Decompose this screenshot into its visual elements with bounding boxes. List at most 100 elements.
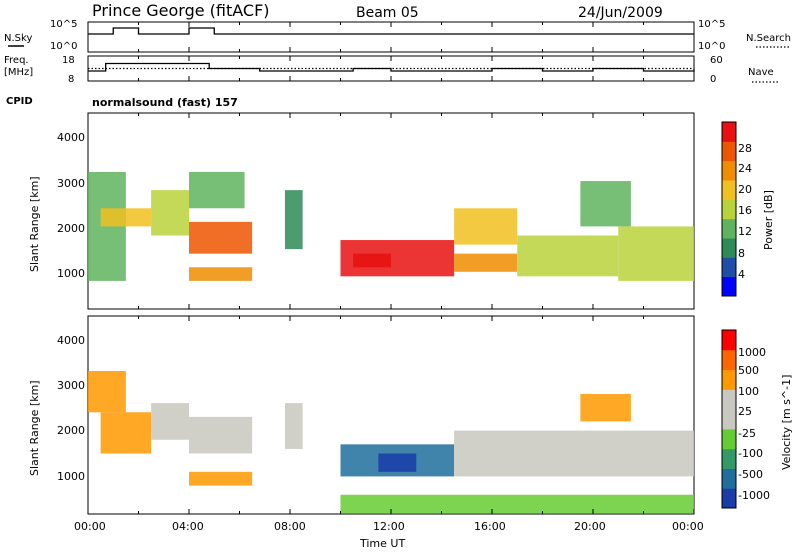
data-region bbox=[353, 253, 391, 268]
data-region bbox=[100, 208, 152, 227]
vel-cbar-tick-neg500: -500 bbox=[738, 468, 763, 481]
data-region bbox=[189, 171, 245, 209]
data-region bbox=[340, 494, 694, 514]
power-ylabel: Slant Range [km] bbox=[28, 176, 41, 272]
power-range-tick-2000: 2000 bbox=[57, 222, 85, 235]
nave-tick-top: 60 bbox=[710, 55, 723, 66]
beam-label: Beam 05 bbox=[356, 5, 419, 21]
colorbar-swatch bbox=[722, 257, 736, 278]
vel-cbar-tick-neg1000: -1000 bbox=[738, 489, 770, 502]
data-region bbox=[100, 412, 152, 454]
colorbar-swatch bbox=[722, 180, 736, 200]
data-region bbox=[88, 371, 126, 413]
power-cbar-tick-8: 8 bbox=[738, 247, 745, 260]
nsearch-label: N.Search bbox=[746, 33, 791, 44]
station-title: Prince George (fitACF) bbox=[92, 1, 270, 20]
colorbar-swatch bbox=[722, 349, 736, 371]
colorbar-swatch bbox=[722, 428, 736, 450]
vel-range-tick-1000: 1000 bbox=[57, 470, 85, 483]
power-range-tick-3000: 3000 bbox=[57, 177, 85, 190]
data-region bbox=[454, 430, 694, 477]
power-cbar-tick-20: 20 bbox=[738, 183, 752, 196]
data-region bbox=[189, 221, 253, 254]
colorbar-swatch bbox=[722, 448, 736, 469]
nave-tick-bottom: 0 bbox=[710, 74, 716, 85]
vel-cbar-tick-100: 100 bbox=[738, 385, 759, 398]
data-region bbox=[151, 190, 189, 236]
time-tick-marks bbox=[87, 22, 695, 514]
colorbar-frame bbox=[721, 121, 737, 297]
nsky-tick-bottom: 10^0 bbox=[50, 41, 77, 52]
colorbar-swatch bbox=[722, 238, 736, 258]
nave-label: Nave bbox=[748, 67, 774, 78]
freq-tick-bottom: 8 bbox=[68, 74, 74, 85]
data-region bbox=[454, 208, 518, 245]
data-region bbox=[189, 416, 253, 454]
time-tick-2000: 20:00 bbox=[574, 520, 606, 533]
freq-label-1: Freq. bbox=[4, 55, 29, 66]
nsky-label: N.Sky bbox=[4, 33, 32, 44]
vel-cbar-tick-500: 500 bbox=[738, 364, 759, 377]
colorbar-swatch bbox=[722, 160, 736, 181]
power-cbar-tick-24: 24 bbox=[738, 162, 752, 175]
colorbar-swatch bbox=[722, 141, 736, 162]
power-colorbar bbox=[721, 121, 737, 297]
colorbar-swatch bbox=[722, 276, 736, 297]
data-region bbox=[580, 393, 631, 422]
power-cbar-tick-16: 16 bbox=[738, 204, 752, 217]
velocity-ylabel: Slant Range [km] bbox=[28, 380, 41, 476]
time-tick-0400: 04:00 bbox=[172, 520, 204, 533]
time-tick-1600: 16:00 bbox=[474, 520, 506, 533]
power-range-tick-4000: 4000 bbox=[57, 131, 85, 144]
vel-range-tick-3000: 3000 bbox=[57, 379, 85, 392]
vel-cbar-tick-25: 25 bbox=[738, 405, 752, 418]
data-region bbox=[284, 190, 303, 250]
colorbar-swatch bbox=[722, 330, 736, 351]
nsearch-tick-bottom: 10^0 bbox=[698, 41, 725, 52]
power-cbar-tick-28: 28 bbox=[738, 142, 752, 155]
colorbar-swatch bbox=[722, 218, 736, 239]
colorbar-swatch bbox=[722, 199, 736, 220]
vel-cbar-tick-1000: 1000 bbox=[738, 346, 766, 359]
data-region bbox=[189, 471, 253, 486]
vel-cbar-tick-neg25: -25 bbox=[738, 427, 756, 440]
velocity-data-cells bbox=[88, 371, 694, 514]
colorbar-swatch bbox=[722, 409, 736, 430]
vel-range-tick-2000: 2000 bbox=[57, 424, 85, 437]
colorbar-swatch bbox=[722, 488, 736, 509]
data-region bbox=[378, 453, 417, 472]
nsky-tick-top: 10^5 bbox=[50, 19, 77, 30]
vel-range-tick-4000: 4000 bbox=[57, 334, 85, 347]
date-label: 24/Jun/2009 bbox=[578, 5, 663, 21]
power-data-cells bbox=[88, 171, 694, 281]
time-tick-1200: 12:00 bbox=[373, 520, 405, 533]
time-tick-0000: 00:00 bbox=[74, 520, 106, 533]
power-range-tick-1000: 1000 bbox=[57, 267, 85, 280]
data-region bbox=[454, 253, 518, 272]
colorbar-swatch bbox=[722, 468, 736, 489]
freq-tick-top: 18 bbox=[62, 55, 75, 66]
velocity-colorbar-label: Velocity [m s^-1] bbox=[780, 375, 793, 470]
nsearch-tick-top: 10^5 bbox=[698, 19, 725, 30]
data-region bbox=[517, 235, 619, 277]
freq-series-line bbox=[88, 62, 695, 72]
cpid-label: CPID bbox=[6, 96, 33, 107]
power-cbar-tick-12: 12 bbox=[738, 225, 752, 238]
time-tick-0800: 08:00 bbox=[274, 520, 306, 533]
data-region bbox=[189, 267, 253, 281]
colorbar-swatch bbox=[722, 369, 736, 390]
colorbar-frame bbox=[721, 329, 737, 509]
data-region bbox=[151, 403, 189, 440]
colorbar-swatch bbox=[722, 389, 736, 410]
power-cbar-tick-4: 4 bbox=[738, 268, 745, 281]
data-region bbox=[284, 403, 303, 449]
colorbar-swatch bbox=[722, 122, 736, 142]
cpid-value: normalsound (fast) 157 bbox=[92, 96, 238, 109]
power-colorbar-label: Power [dB] bbox=[762, 190, 775, 250]
nsky-series-line bbox=[88, 27, 694, 35]
xlabel: Time UT bbox=[359, 537, 405, 550]
freq-label-2: [MHz] bbox=[4, 67, 33, 78]
data-region bbox=[580, 181, 631, 227]
vel-cbar-tick-neg100: -100 bbox=[738, 447, 763, 460]
